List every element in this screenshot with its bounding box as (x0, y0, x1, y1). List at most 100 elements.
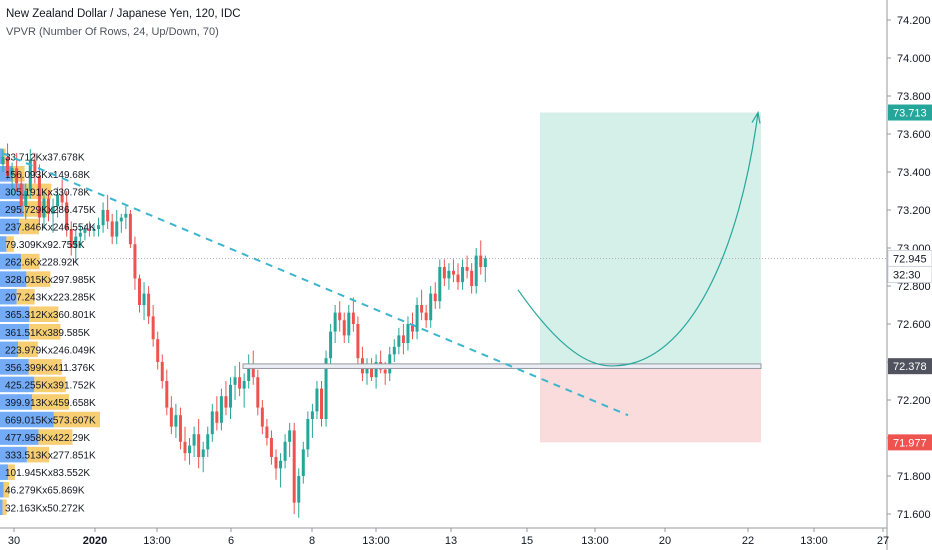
candle-body (65, 202, 69, 229)
candle-body (370, 365, 374, 378)
vp-row-label: 46.279Kx65.869K (5, 486, 85, 497)
candle-body (260, 407, 264, 427)
candle-body (192, 434, 196, 446)
candle-body (97, 225, 101, 229)
candle-body (174, 415, 178, 427)
candle-body (119, 217, 123, 222)
candle-body (438, 267, 442, 302)
candle-body (265, 426, 269, 438)
candle-body (197, 434, 201, 457)
vp-row-label: 328.015Kx297.985K (5, 275, 96, 286)
candle-body (92, 229, 96, 231)
vp-bar-up (0, 341, 19, 358)
vp-row-label: 237.846Kx246.554K (5, 222, 96, 233)
vp-bar-down (2, 148, 6, 165)
candle-body (297, 476, 301, 503)
candle-body (415, 305, 419, 332)
candle-body (461, 267, 465, 283)
candle-body (470, 270, 474, 286)
vp-row-label: 333.513Kx277.851K (5, 451, 96, 462)
candle-body (60, 194, 64, 203)
indicator-label: VPVR (Number Of Rows, 24, Up/Down, 70) (6, 26, 219, 38)
vp-row-label: 477.958Kx422.29K (5, 433, 90, 444)
price-tag-label-stop: 71.977 (893, 437, 927, 449)
y-tick-label: 73.600 (897, 129, 931, 141)
candle-body (320, 388, 323, 419)
vp-bar-down (18, 341, 38, 358)
candle-body (474, 255, 478, 286)
candle-body (274, 457, 278, 469)
vp-bar-down (21, 253, 40, 270)
candle-body (288, 430, 292, 442)
candle-body (306, 419, 310, 450)
projection-arrowhead (751, 110, 761, 124)
candle-body (292, 430, 296, 503)
candle-body (142, 293, 146, 305)
x-tick-label: 13:00 (362, 535, 390, 547)
candle-body (147, 293, 151, 317)
x-tick-label: 13:00 (581, 535, 609, 547)
vp-bar-down (34, 376, 66, 393)
vp-bar-up (0, 481, 4, 498)
vp-row-label: 669.015Kx573.607K (5, 416, 96, 427)
vp-bar-up (0, 253, 22, 270)
vp-bar-up (0, 429, 39, 445)
candle-body (83, 229, 87, 233)
candle-body (333, 312, 337, 332)
candle-body (56, 194, 60, 207)
candle-body (447, 270, 451, 279)
vp-bar-down (6, 236, 14, 252)
price-tag-entry (888, 358, 932, 375)
candle-body (224, 396, 228, 408)
candle-body (15, 168, 19, 184)
vp-bar-up (0, 236, 7, 252)
y-tick-label: 71.600 (897, 509, 931, 521)
vp-row-label: 207.243Kx223.285K (5, 293, 96, 304)
x-tick-label: 13 (445, 535, 457, 547)
x-tick-label: 6 (228, 535, 234, 547)
price-tag-label-countdown: 32:30 (893, 269, 921, 281)
candle-body (51, 206, 55, 214)
candle-body (479, 255, 483, 267)
candle-body (420, 305, 424, 313)
vp-row-label: 399.913Kx459.658K (5, 398, 96, 409)
y-tick-label: 73.200 (897, 205, 931, 217)
vp-bar-down (19, 218, 39, 235)
vp-bar-up (0, 359, 29, 375)
x-tick-label: 8 (309, 535, 315, 547)
candle-body (201, 449, 205, 457)
candle-body (133, 244, 137, 279)
candle-body (483, 258, 487, 267)
candle-body (269, 438, 273, 457)
candle-body (28, 160, 32, 191)
candle-body (101, 210, 105, 226)
candle-body (206, 434, 210, 450)
vp-row-label: 305.191Kx330.78K (5, 187, 90, 198)
y-tick-label: 72.800 (897, 281, 931, 293)
vp-row-label: 32.163Kx50.272K (5, 503, 85, 514)
candle-body (424, 312, 428, 321)
vp-bar-down (29, 324, 61, 340)
candle-body (279, 460, 283, 469)
x-tick-label: 27 (877, 535, 889, 547)
candle-body (24, 191, 28, 207)
vp-bar-up (0, 271, 27, 287)
x-tick-label: 2020 (83, 535, 107, 547)
candle-body (178, 415, 182, 442)
vp-bar-down (2, 499, 7, 516)
candle-body (329, 331, 333, 359)
descending-trendline (1, 152, 629, 417)
candle-body (406, 324, 410, 343)
stop-zone (540, 366, 761, 443)
vp-bar-up (0, 499, 3, 516)
candle-body (37, 175, 41, 218)
price-tag-stop (888, 434, 932, 451)
candle-body (106, 210, 110, 222)
x-tick-label: 15 (521, 535, 533, 547)
candle-body (356, 324, 360, 359)
candle-body (210, 411, 214, 435)
candle-body (374, 362, 378, 378)
candle-body (251, 365, 255, 378)
vp-row-label: 223.979Kx246.049K (5, 345, 96, 356)
